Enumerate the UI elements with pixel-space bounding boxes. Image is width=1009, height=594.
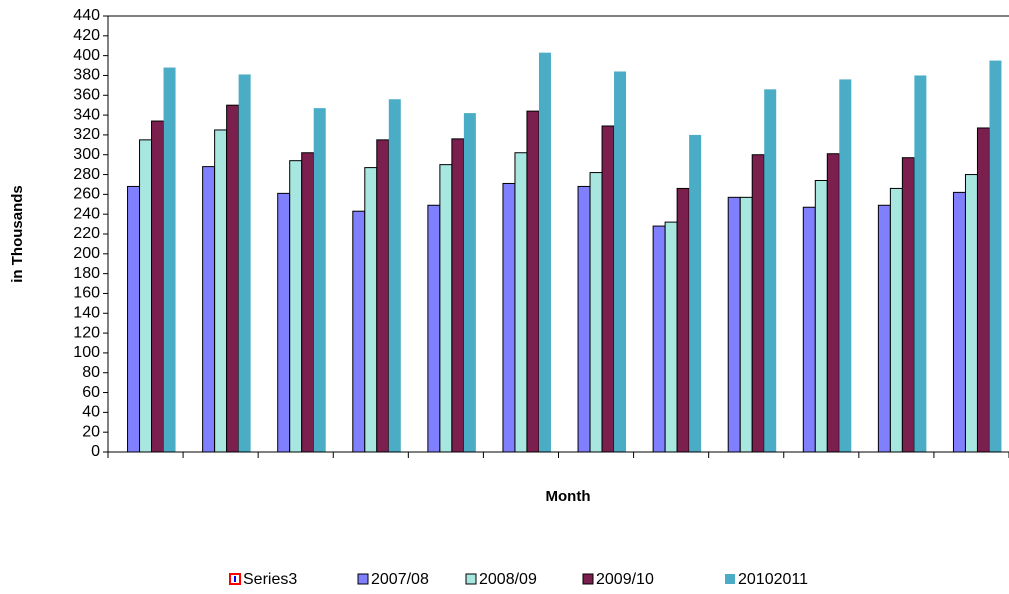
bar (877, 204, 891, 453)
y-tick-label: 40 (82, 404, 100, 421)
bar (589, 172, 603, 453)
bar (376, 139, 390, 453)
y-tick-label: 440 (73, 7, 100, 24)
legend-label: 2009/10 (596, 571, 654, 588)
legend-swatch (582, 573, 594, 585)
y-tick-label: 400 (73, 47, 100, 64)
y-tick-label: 200 (73, 245, 100, 262)
bar (127, 185, 141, 453)
bar (301, 152, 315, 453)
bar (364, 167, 378, 453)
bar (614, 71, 627, 452)
legend-label: 2007/08 (371, 571, 429, 588)
y-tick-label: 180 (73, 265, 100, 282)
bar (202, 166, 216, 453)
y-tick-label: 220 (73, 225, 100, 242)
y-tick-label: 160 (73, 285, 100, 302)
x-axis-label: Month (546, 488, 591, 505)
y-tick-label: 80 (82, 364, 100, 381)
bar (764, 89, 777, 452)
y-tick-label: 380 (73, 67, 100, 84)
y-tick-label: 120 (73, 324, 100, 341)
legend-swatch (357, 573, 369, 585)
bar (151, 120, 165, 453)
bar (964, 174, 978, 453)
bar (901, 157, 915, 453)
legend-swatch (725, 574, 735, 584)
bar (689, 134, 702, 452)
bar (727, 196, 741, 453)
bar (914, 75, 927, 453)
y-tick-label: 320 (73, 126, 100, 143)
y-tick-label: 0 (91, 443, 100, 460)
bar (502, 182, 516, 453)
bar (214, 129, 228, 453)
bar (676, 187, 690, 453)
bar (826, 153, 840, 453)
bar (226, 104, 240, 453)
bar (577, 185, 591, 453)
y-axis-label: in Thousands (9, 185, 26, 283)
bar (439, 164, 453, 453)
bar (601, 125, 615, 453)
bar (538, 52, 551, 452)
y-tick-label: 360 (73, 86, 100, 103)
bar (388, 99, 401, 453)
bar (751, 154, 765, 453)
bar (514, 152, 528, 453)
bar (139, 139, 153, 453)
bar (277, 192, 291, 453)
legend-label: 20102011 (738, 571, 808, 588)
bar (839, 79, 852, 452)
bar (814, 179, 828, 453)
bar (989, 60, 1002, 452)
bar (889, 187, 903, 453)
y-tick-label: 100 (73, 344, 100, 361)
y-tick-label: 20 (82, 423, 100, 440)
bar (952, 191, 966, 453)
bar (313, 108, 326, 453)
bar (664, 221, 678, 453)
bar (526, 110, 540, 453)
bar (427, 204, 441, 453)
bar (463, 113, 476, 452)
bar (238, 74, 251, 453)
legend-label: Series3 (243, 571, 297, 588)
y-tick-label: 140 (73, 304, 100, 321)
bar (802, 206, 816, 453)
y-tick-label: 280 (73, 166, 100, 183)
y-tick-label: 340 (73, 106, 100, 123)
bar (352, 210, 366, 453)
y-tick-label: 60 (82, 384, 100, 401)
y-tick-label: 420 (73, 27, 100, 44)
legend-label: 2008/09 (479, 571, 537, 588)
bar (652, 225, 666, 453)
bar (163, 67, 176, 452)
legend-swatch (465, 573, 477, 585)
bar (739, 196, 753, 453)
y-tick-label: 300 (73, 146, 100, 163)
y-tick-label: 260 (73, 186, 100, 203)
y-tick-label: 240 (73, 205, 100, 222)
bar (976, 127, 990, 453)
bar (451, 138, 465, 453)
bar (289, 160, 303, 453)
